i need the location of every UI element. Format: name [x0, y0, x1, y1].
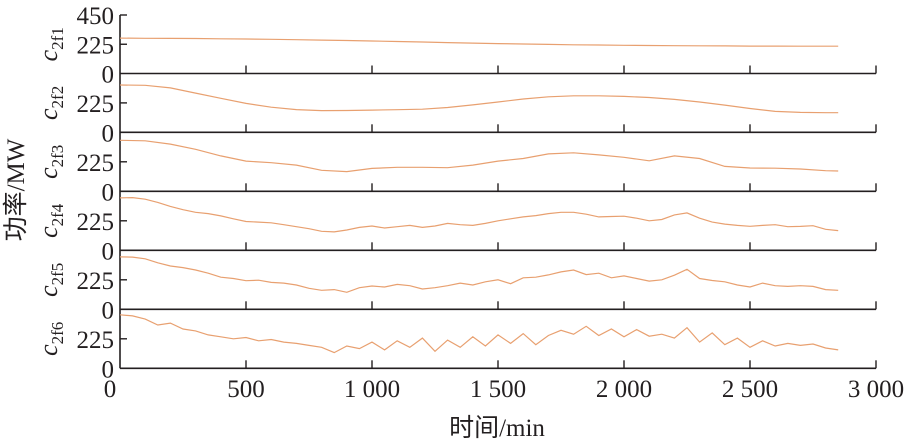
axes-frame [119, 14, 877, 370]
series-subscript: 2f2 [48, 86, 67, 109]
series-subscript: 2f4 [48, 203, 67, 226]
series-subscript: 2f6 [48, 322, 67, 345]
series-label-2f4: c2f4 [34, 203, 67, 238]
series-label-2f3: c2f3 [34, 145, 67, 179]
series-label-2f5: c2f5 [34, 263, 67, 297]
series-label-2f2: c2f2 [34, 86, 67, 120]
x-tick-label: 1 500 [470, 376, 526, 403]
series-line-2f6 [119, 314, 839, 354]
series-label-2f6: c2f6 [34, 322, 67, 356]
series-name: c [34, 344, 63, 356]
x-tick-label: 1 000 [344, 376, 400, 403]
series-line-2f1 [119, 37, 839, 47]
series-subscript: 2f1 [48, 27, 67, 50]
x-axis-title: 时间/min [449, 414, 545, 442]
series-name: c [34, 108, 63, 120]
x-tick-label: 2 500 [722, 376, 778, 403]
y-tick-label-0: 0 [102, 238, 115, 265]
series-name: c [34, 167, 63, 179]
series-name: c [34, 226, 63, 238]
y-tick-label-450: 450 [77, 3, 115, 30]
series-line-2f4 [119, 196, 839, 233]
y-tick-label-225: 225 [77, 327, 115, 354]
y-tick-label-0: 0 [102, 179, 115, 206]
x-tick-label: 3 000 [848, 376, 904, 403]
y-tick-label-0: 0 [102, 356, 115, 383]
series-lines [119, 37, 839, 354]
x-tick-label: 500 [227, 376, 265, 403]
series-name: c [34, 285, 63, 297]
y-axis-title: 功率/MW [2, 138, 30, 241]
y-tick-label-225: 225 [77, 268, 115, 295]
y-tick-label-225: 225 [77, 32, 115, 59]
series-name: c [34, 49, 63, 61]
series-subscript: 2f3 [48, 145, 67, 168]
y-tick-label-0: 0 [102, 62, 115, 89]
series-label-2f1: c2f1 [34, 27, 67, 61]
tick-labels: 4502250c2f12250c2f22250c2f32250c2f42250c… [34, 3, 904, 403]
y-tick-label-0: 0 [102, 120, 115, 147]
y-tick-label-225: 225 [77, 150, 115, 177]
y-tick-label-0: 0 [102, 297, 115, 324]
series-line-2f2 [119, 84, 839, 114]
series-line-2f5 [119, 256, 839, 293]
series-line-2f3 [119, 139, 839, 173]
y-tick-label-225: 225 [77, 209, 115, 236]
x-tick-label: 2 000 [596, 376, 652, 403]
y-tick-label-225: 225 [77, 91, 115, 118]
series-subscript: 2f5 [48, 263, 67, 286]
x-tick-label: 0 [104, 376, 117, 403]
